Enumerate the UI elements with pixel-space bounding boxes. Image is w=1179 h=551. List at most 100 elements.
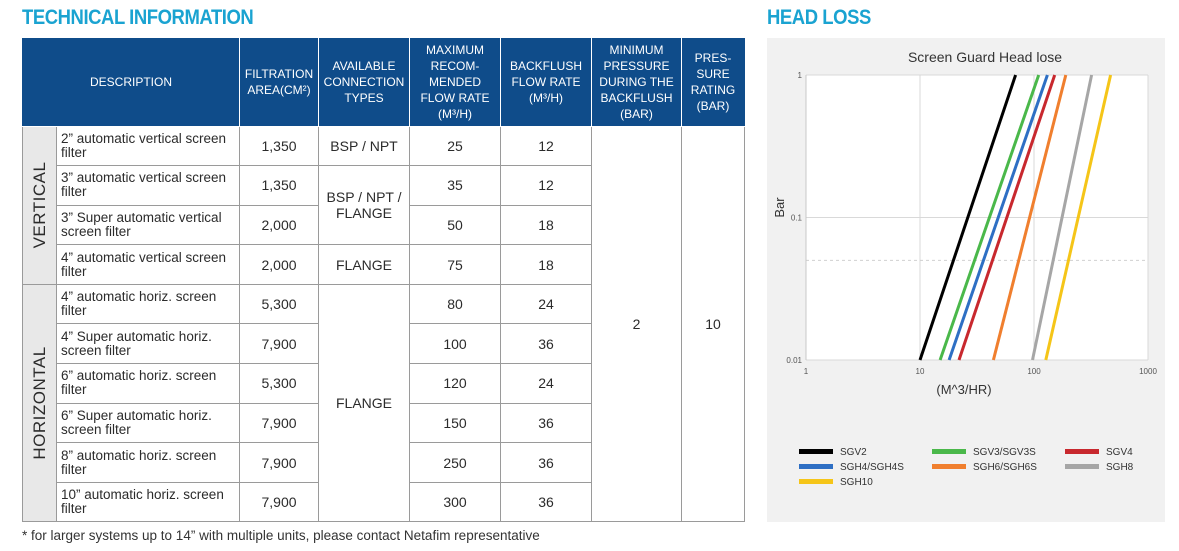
header-filtration-area: FILTRATION AREA(CM²) [239,38,320,127]
row-area: 7,900 [239,481,320,523]
legend-label: SGH4/SGH4S [840,462,904,473]
series-line-sgv3-sgv3s [938,74,1041,361]
row-description: 4” automatic horiz. screen filter [55,283,241,325]
row-connection: BSP / NPT [318,125,411,167]
head-loss-chart: Screen Guard Head lose 1 10 100 1000 1 0.1 0.01… [772,49,1157,488]
x-axis-label: (M^3/HR) [936,382,991,397]
table-row: 4” automatic vertical screen filter 2,00… [23,244,745,285]
legend-swatch [799,464,833,469]
series-line-sgv4 [957,74,1057,361]
legend-swatch [932,464,966,469]
row-max-flow: 120 [409,363,502,404]
row-description: 6” automatic horiz. screen filter [55,363,241,404]
row-max-flow: 50 [409,204,502,246]
row-connection: FLANGE [318,244,411,285]
y-tick-label: 0.1 [791,214,803,223]
row-backflush: 36 [500,402,593,444]
row-max-flow: 300 [409,481,502,523]
legend-label: SGV2 [840,447,867,458]
row-description: 4” automatic vertical screen filter [55,244,241,285]
table-row: 3” Super automatic vertical screen filte… [23,204,745,246]
legend-swatch [799,479,833,484]
row-backflush: 18 [500,204,593,246]
header-backflush-flow: BACKFLUSH FLOW RATE (M³/H) [500,38,593,127]
y-tick-label: 0.01 [786,356,802,365]
row-backflush: 12 [500,165,593,206]
group-horizontal: HORIZONTAL [22,283,57,523]
chart-title: Screen Guard Head lose [908,49,1062,65]
row-max-flow: 25 [409,125,502,167]
series-line-sgh8 [1031,74,1094,361]
legend-label: SGV3/SGV3S [973,447,1036,458]
legend-swatch [799,449,833,454]
series-line-sgh10 [1044,74,1113,361]
y-tick-label: 1 [798,71,803,80]
row-max-flow: 35 [409,165,502,206]
pressure-rating-value: 10 [681,125,746,523]
x-tick-label: 1000 [1139,367,1157,376]
row-max-flow: 150 [409,402,502,444]
series-line-sgh6-sgh6s [991,74,1068,361]
y-axis-label: Bar [772,197,787,218]
row-area: 1,350 [239,165,320,206]
header-max-flow: MAXIMUM RECOM-MENDED FLOW RATE (M³/H) [409,38,502,127]
legend-label: SGV4 [1106,447,1133,458]
row-connection: BSP / NPT / FLANGE [318,165,411,246]
row-area: 5,300 [239,363,320,404]
table-row: 4” Super automatic horiz. screen filter … [23,323,745,365]
row-backflush: 36 [500,323,593,365]
row-backflush: 36 [500,442,593,483]
legend-swatch [932,449,966,454]
series-line-sgv2 [918,74,1018,361]
head-loss-title: HEAD LOSS [767,6,871,29]
row-max-flow: 250 [409,442,502,483]
row-area: 5,300 [239,283,320,325]
row-description: 2” automatic vertical screen filter [55,125,241,167]
row-description: 3” automatic vertical screen filter [55,165,241,206]
table-row: VERTICAL 2” automatic vertical screen fi… [22,125,746,523]
group-vertical-label: VERTICAL [29,161,49,249]
row-max-flow: 75 [409,244,502,285]
table-row: 3” automatic vertical screen filter 1,35… [23,165,745,246]
legend-label: SGH8 [1106,462,1134,473]
technical-information-title: TECHNICAL INFORMATION [22,6,254,29]
header-description: DESCRIPTION [21,38,241,127]
row-backflush: 24 [500,283,593,325]
row-area: 7,900 [239,442,320,483]
row-description: 8” automatic horiz. screen filter [55,442,241,483]
row-description: 10” automatic horiz. screen filter [55,481,241,523]
row-area: 7,900 [239,402,320,444]
group-vertical: VERTICAL [22,125,57,285]
header-pressure-rating: PRES-SURE RATING (BAR) [681,38,746,127]
row-description: 3” Super automatic vertical screen filte… [55,204,241,246]
row-max-flow: 100 [409,323,502,365]
row-max-flow: 80 [409,283,502,325]
x-tick-label: 1 [804,367,809,376]
table-row: HORIZONTAL 4” automatic horiz. screen fi… [22,283,745,523]
legend-label: SGH6/SGH6S [973,462,1037,473]
row-area: 2,000 [239,244,320,285]
header-min-pressure: MINIMUM PRESSURE DURING THE BACKFLUSH (B… [591,38,683,127]
row-backflush: 24 [500,363,593,404]
table-row: 6” Super automatic horiz. screen filter … [23,402,745,444]
row-backflush: 36 [500,481,593,523]
x-tick-label: 10 [916,367,925,376]
row-area: 7,900 [239,323,320,365]
series-line-sgh4-sgh4s [947,74,1049,361]
row-backflush: 18 [500,244,593,285]
group-horizontal-label: HORIZONTAL [29,346,49,460]
technical-information-table: DESCRIPTION FILTRATION AREA(CM²) AVAILAB… [21,38,746,523]
row-connection: FLANGE [318,283,411,523]
row-description: 4” Super automatic horiz. screen filter [55,323,241,365]
legend-swatch [1065,464,1099,469]
legend-swatch [1065,449,1099,454]
row-area: 1,350 [239,125,320,167]
table-header-row: DESCRIPTION FILTRATION AREA(CM²) AVAILAB… [21,38,746,127]
head-loss-chart-panel: Screen Guard Head lose 1 10 100 1000 1 0.1 0.01… [767,38,1165,522]
header-connection-types: AVAILABLE CONNECTION TYPES [318,38,411,127]
x-tick-label: 100 [1027,367,1041,376]
footnote: * for larger systems up to 14” with mult… [22,528,540,543]
row-area: 2,000 [239,204,320,246]
row-backflush: 12 [500,125,593,167]
table-row: 8” automatic horiz. screen filter 7,900 … [23,442,745,483]
